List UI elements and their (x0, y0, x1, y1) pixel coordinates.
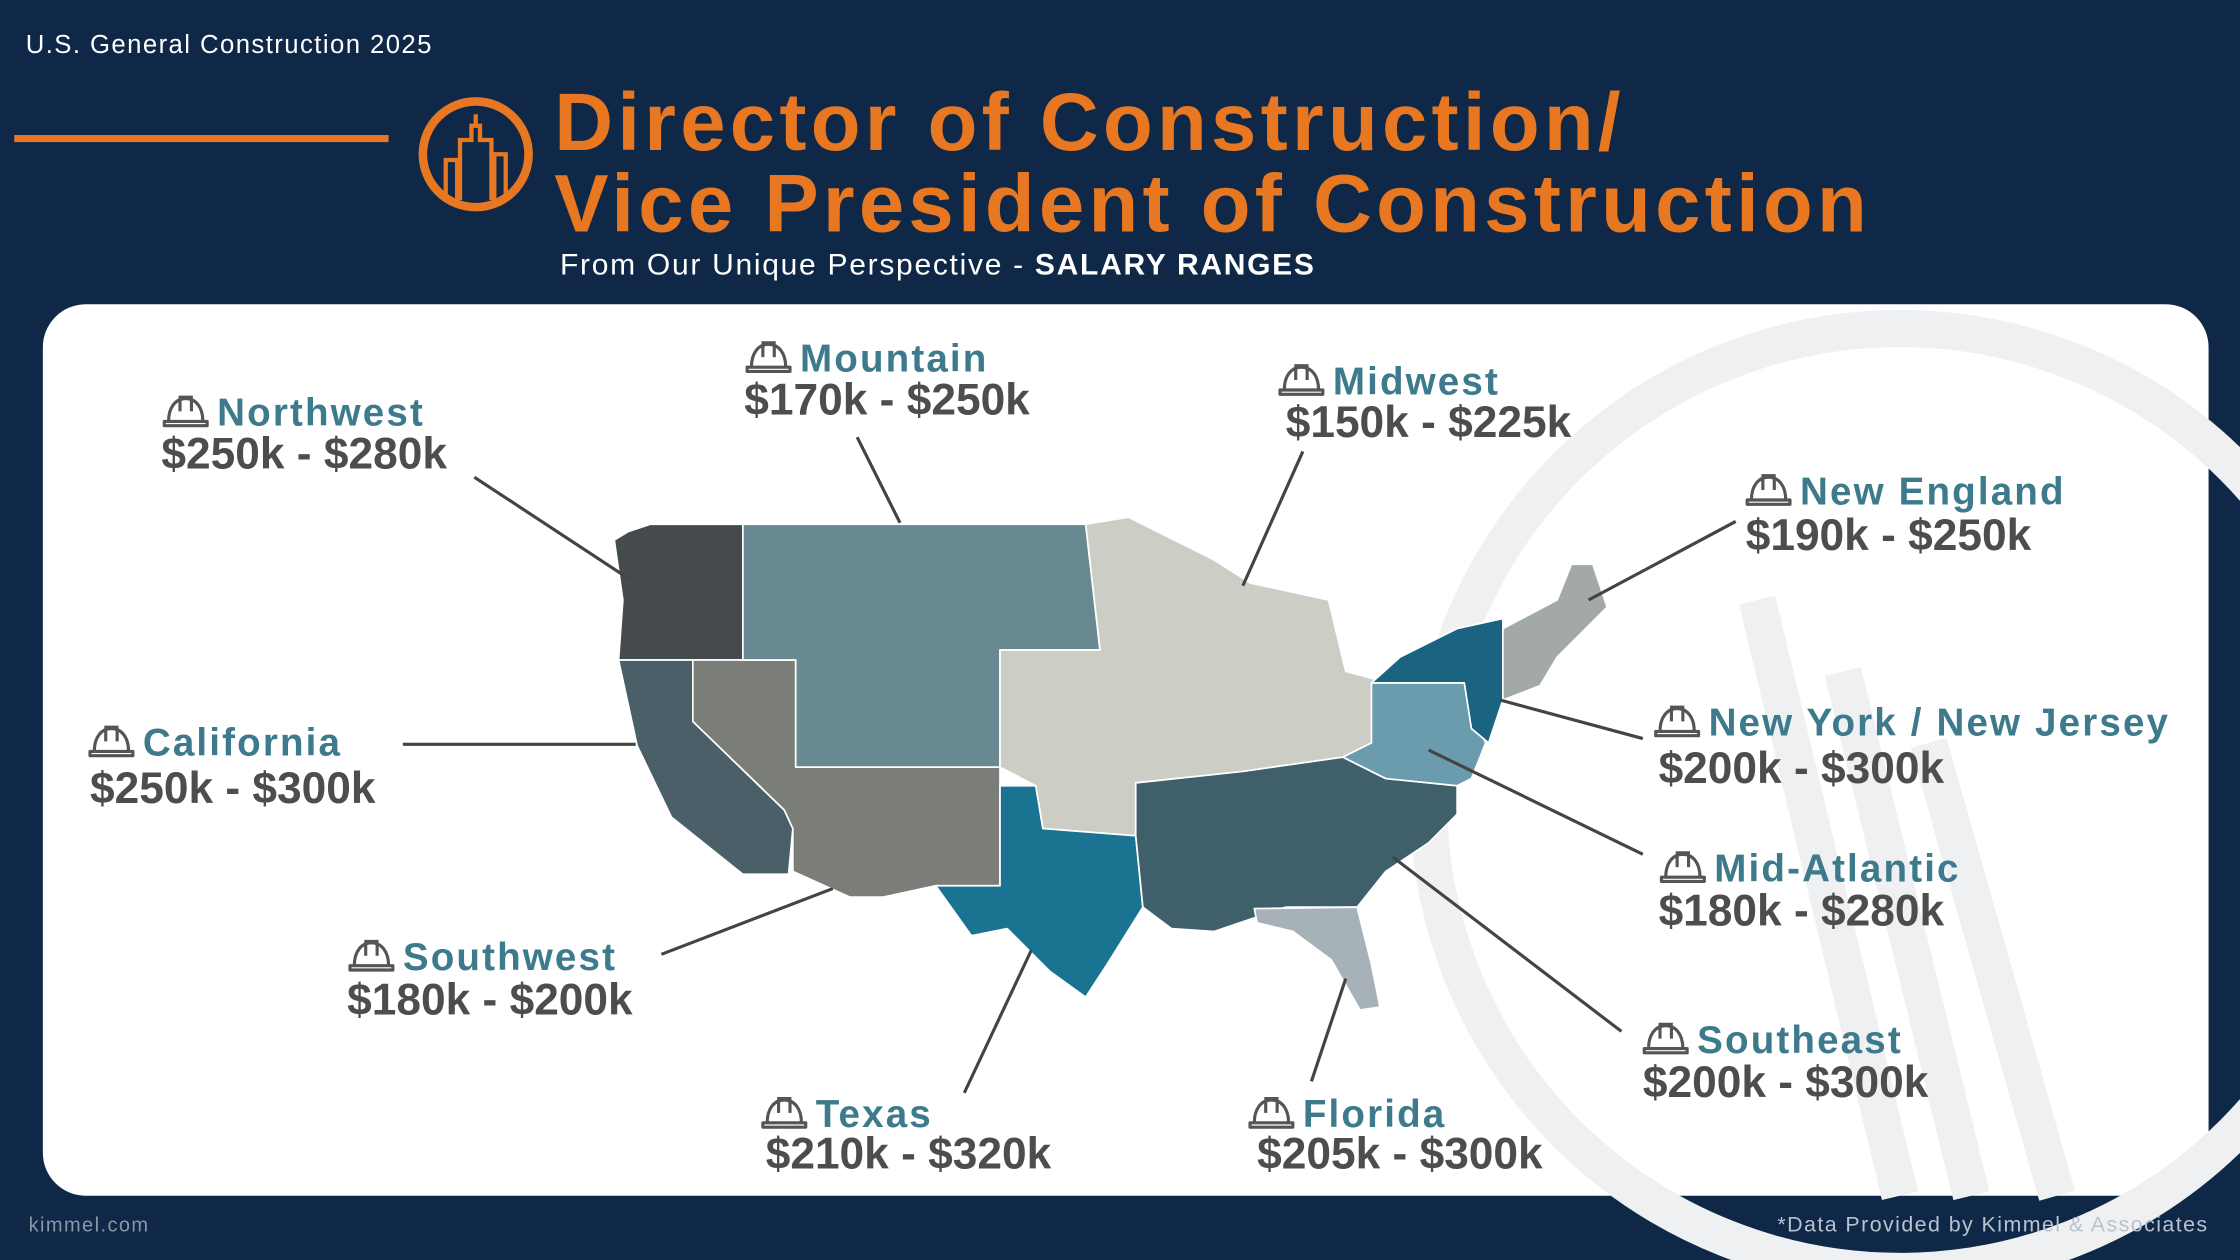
logo (418, 97, 533, 212)
salary-range: $210k - $320k (766, 1130, 1052, 1179)
region-name: Mountain (800, 337, 989, 380)
region-florida (1253, 906, 1381, 1011)
leader-line (1499, 698, 1644, 741)
title-line: Vice President of Construction (554, 158, 1871, 249)
leader-line (1587, 520, 1737, 602)
region-new-england (1502, 563, 1608, 701)
subtitle-emphasis: SALARY RANGES (1035, 248, 1316, 281)
leader-line (962, 949, 1033, 1094)
footer-right: *Data Provided by Kimmel & Associates (1777, 1212, 2208, 1236)
region-texas (934, 784, 1144, 998)
header-tag: U.S. General Construction 2025 (26, 31, 433, 59)
subtitle-lead: From Our Unique Perspective - (560, 248, 1025, 281)
salary-range: $250k - $300k (90, 764, 376, 813)
region-labels: Northwest$250k - $280k Mountain$170k - $2… (88, 337, 2171, 1179)
leader-line (855, 436, 902, 524)
region-name: Florida (1303, 1093, 1447, 1136)
region-name: Mid-Atlantic (1714, 847, 1960, 890)
title-line: Director of Construction/ (554, 77, 1624, 168)
region-name: New England (1800, 470, 2066, 513)
leader-line (473, 475, 630, 580)
region-name: Northwest (217, 392, 425, 435)
salary-range: $190k - $250k (1746, 511, 2032, 560)
subtitle: From Our Unique Perspective - SALARY RAN… (560, 248, 1316, 281)
salary-range: $205k - $300k (1257, 1130, 1543, 1179)
footer-left: kimmel.com (29, 1214, 150, 1236)
us-map (613, 516, 1608, 1011)
salary-range: $150k - $225k (1286, 398, 1572, 447)
region-name: Southeast (1697, 1019, 1903, 1062)
salary-range: $170k - $250k (744, 375, 1030, 424)
salary-range: $200k - $300k (1643, 1058, 1929, 1107)
region-new-york-new-jersey (1370, 617, 1504, 744)
region-northwest (613, 523, 744, 661)
salary-range: $250k - $280k (161, 430, 447, 479)
salary-range: $200k - $300k (1659, 744, 1945, 793)
region-name: California (143, 722, 342, 765)
leader-line (660, 887, 834, 956)
region-name: Southwest (403, 936, 617, 979)
region-name: New York / New Jersey (1709, 702, 2171, 745)
salary-range: $180k - $200k (347, 975, 633, 1024)
region-name: Midwest (1333, 360, 1500, 403)
salary-range: $180k - $280k (1659, 887, 1945, 936)
leader-line (1309, 978, 1348, 1082)
leader-line (1391, 855, 1623, 1033)
leader-line (1241, 450, 1305, 587)
leader-line (1427, 748, 1644, 856)
region-name: Texas (816, 1093, 933, 1136)
